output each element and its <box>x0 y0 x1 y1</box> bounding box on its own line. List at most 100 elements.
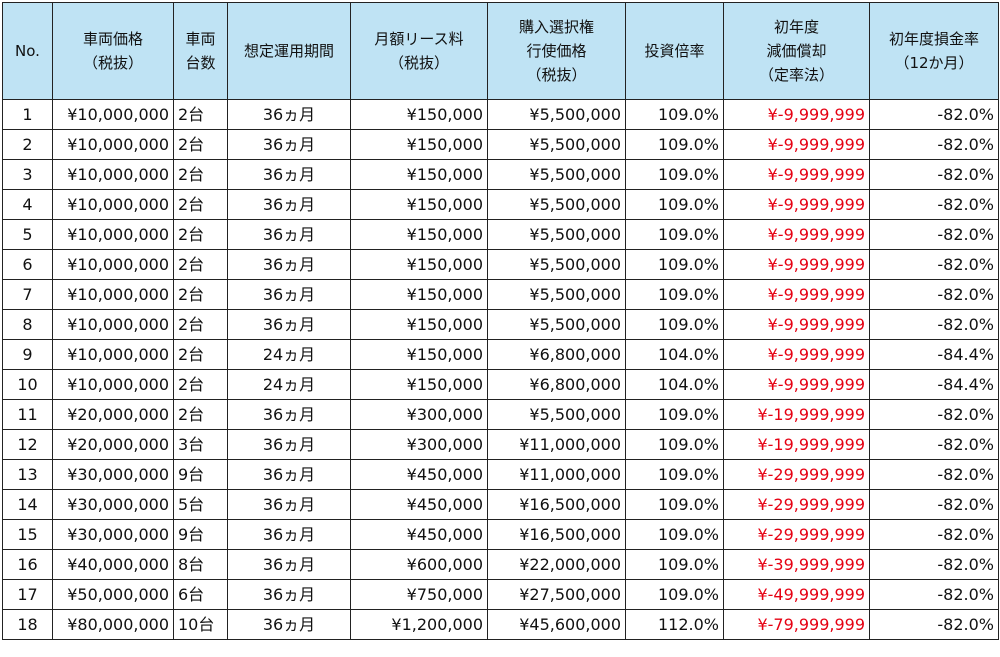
table-row: 10 ¥10,000,000 2台 24ヵ月 ¥150,000 ¥6,800,0… <box>2 369 999 400</box>
cell-monthly-lease: ¥150,000 <box>350 189 488 220</box>
cell-operation-period: 36ヵ月 <box>227 429 351 460</box>
cell-vehicle-count: 2台 <box>173 249 228 280</box>
cell-vehicle-price: ¥30,000,000 <box>52 489 174 520</box>
cell-investment-ratio: 109.0% <box>625 279 724 310</box>
table-row: 11 ¥20,000,000 2台 36ヵ月 ¥300,000 ¥5,500,0… <box>2 399 999 430</box>
cell-purchase-option-price: ¥5,500,000 <box>487 279 626 310</box>
cell-operation-period: 36ヵ月 <box>227 519 351 550</box>
cell-purchase-option-price: ¥16,500,000 <box>487 519 626 550</box>
table-row: 18 ¥80,000,000 10台 36ヵ月 ¥1,200,000 ¥45,6… <box>2 609 999 640</box>
cell-purchase-option-price: ¥6,800,000 <box>487 339 626 370</box>
table-row: 12 ¥20,000,000 3台 36ヵ月 ¥300,000 ¥11,000,… <box>2 429 999 460</box>
table-row: 7 ¥10,000,000 2台 36ヵ月 ¥150,000 ¥5,500,00… <box>2 279 999 310</box>
cell-purchase-option-price: ¥6,800,000 <box>487 369 626 400</box>
header-line: 購入選択権 <box>518 18 594 36</box>
cell-first-year-loss-rate: -82.0% <box>869 399 999 430</box>
cell-monthly-lease: ¥450,000 <box>350 459 488 490</box>
header-line: （税抜） <box>526 66 587 84</box>
cell-vehicle-count: 2台 <box>173 129 228 160</box>
cell-investment-ratio: 109.0% <box>625 429 724 460</box>
cell-investment-ratio: 109.0% <box>625 249 724 280</box>
header-line: No. <box>15 42 40 60</box>
cell-vehicle-count: 8台 <box>173 549 228 580</box>
cell-vehicle-price: ¥10,000,000 <box>52 339 174 370</box>
cell-no: 8 <box>2 309 53 340</box>
cell-investment-ratio: 109.0% <box>625 129 724 160</box>
cell-vehicle-price: ¥10,000,000 <box>52 99 174 130</box>
cell-operation-period: 36ヵ月 <box>227 579 351 610</box>
cell-purchase-option-price: ¥11,000,000 <box>487 429 626 460</box>
cell-vehicle-count: 2台 <box>173 279 228 310</box>
cell-first-year-loss-rate: -82.0% <box>869 219 999 250</box>
cell-vehicle-count: 2台 <box>173 339 228 370</box>
cell-first-year-depreciation: ¥-9,999,999 <box>723 219 870 250</box>
cell-vehicle-price: ¥20,000,000 <box>52 429 174 460</box>
cell-monthly-lease: ¥150,000 <box>350 339 488 370</box>
cell-first-year-depreciation: ¥-9,999,999 <box>723 159 870 190</box>
cell-first-year-depreciation: ¥-9,999,999 <box>723 189 870 220</box>
cell-no: 11 <box>2 399 53 430</box>
table-row: 15 ¥30,000,000 9台 36ヵ月 ¥450,000 ¥16,500,… <box>2 519 999 550</box>
cell-no: 12 <box>2 429 53 460</box>
cell-vehicle-count: 2台 <box>173 99 228 130</box>
cell-no: 6 <box>2 249 53 280</box>
cell-vehicle-price: ¥80,000,000 <box>52 609 174 640</box>
header-line: （税抜） <box>82 54 143 72</box>
cell-operation-period: 36ヵ月 <box>227 189 351 220</box>
cell-no: 17 <box>2 579 53 610</box>
cell-vehicle-count: 2台 <box>173 189 228 220</box>
cell-no: 2 <box>2 129 53 160</box>
table-row: 4 ¥10,000,000 2台 36ヵ月 ¥150,000 ¥5,500,00… <box>2 189 999 220</box>
cell-vehicle-price: ¥50,000,000 <box>52 579 174 610</box>
header-line: （税抜） <box>388 54 449 72</box>
cell-first-year-depreciation: ¥-9,999,999 <box>723 369 870 400</box>
cell-no: 5 <box>2 219 53 250</box>
cell-operation-period: 36ヵ月 <box>227 549 351 580</box>
cell-vehicle-count: 2台 <box>173 369 228 400</box>
cell-purchase-option-price: ¥5,500,000 <box>487 159 626 190</box>
cell-no: 1 <box>2 99 53 130</box>
cell-vehicle-price: ¥10,000,000 <box>52 189 174 220</box>
cell-investment-ratio: 109.0% <box>625 489 724 520</box>
header-no: No. <box>2 2 53 100</box>
cell-monthly-lease: ¥150,000 <box>350 309 488 340</box>
cell-first-year-loss-rate: -82.0% <box>869 429 999 460</box>
cell-monthly-lease: ¥150,000 <box>350 99 488 130</box>
table-row: 8 ¥10,000,000 2台 36ヵ月 ¥150,000 ¥5,500,00… <box>2 309 999 340</box>
header-vehicle-price: 車両価格 （税抜） <box>52 2 174 100</box>
cell-first-year-depreciation: ¥-19,999,999 <box>723 399 870 430</box>
cell-monthly-lease: ¥150,000 <box>350 249 488 280</box>
cell-no: 18 <box>2 609 53 640</box>
cell-vehicle-count: 3台 <box>173 429 228 460</box>
header-line: 投資倍率 <box>644 42 705 60</box>
cell-investment-ratio: 109.0% <box>625 459 724 490</box>
cell-first-year-depreciation: ¥-9,999,999 <box>723 249 870 280</box>
cell-first-year-loss-rate: -82.0% <box>869 309 999 340</box>
cell-purchase-option-price: ¥27,500,000 <box>487 579 626 610</box>
table-header: No. 車両価格 （税抜） 車両 台数 想定運用期間 月額リース料 （税抜） 購入選択… <box>2 2 999 100</box>
cell-purchase-option-price: ¥5,500,000 <box>487 399 626 430</box>
cell-first-year-depreciation: ¥-79,999,999 <box>723 609 870 640</box>
cell-no: 7 <box>2 279 53 310</box>
cell-first-year-loss-rate: -82.0% <box>869 579 999 610</box>
lease-comparison-table: No. 車両価格 （税抜） 車両 台数 想定運用期間 月額リース料 （税抜） 購入選択… <box>2 2 999 640</box>
cell-vehicle-count: 2台 <box>173 159 228 190</box>
cell-vehicle-count: 2台 <box>173 219 228 250</box>
header-line: 台数 <box>185 54 216 72</box>
cell-first-year-loss-rate: -82.0% <box>869 249 999 280</box>
cell-vehicle-count: 6台 <box>173 579 228 610</box>
cell-vehicle-price: ¥10,000,000 <box>52 369 174 400</box>
cell-purchase-option-price: ¥11,000,000 <box>487 459 626 490</box>
cell-vehicle-count: 2台 <box>173 309 228 340</box>
cell-investment-ratio: 109.0% <box>625 219 724 250</box>
header-line: 車両 <box>185 30 216 48</box>
cell-purchase-option-price: ¥5,500,000 <box>487 309 626 340</box>
header-first-year-depreciation: 初年度 減価償却 （定率法） <box>723 2 870 100</box>
cell-no: 15 <box>2 519 53 550</box>
header-first-year-loss-rate: 初年度損金率 （12か月） <box>869 2 999 100</box>
cell-monthly-lease: ¥450,000 <box>350 519 488 550</box>
cell-vehicle-price: ¥20,000,000 <box>52 399 174 430</box>
cell-vehicle-price: ¥30,000,000 <box>52 519 174 550</box>
cell-first-year-depreciation: ¥-49,999,999 <box>723 579 870 610</box>
cell-monthly-lease: ¥300,000 <box>350 399 488 430</box>
